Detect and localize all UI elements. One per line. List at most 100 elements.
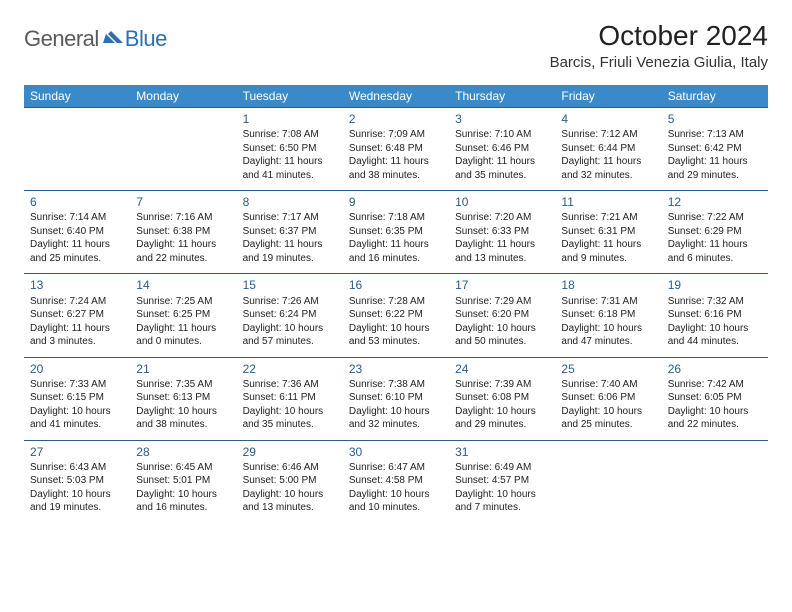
day-cell: 18Sunrise: 7:31 AMSunset: 6:18 PMDayligh… [555,274,661,357]
sunrise-line: Sunrise: 7:39 AM [455,378,549,392]
week-row: 6Sunrise: 7:14 AMSunset: 6:40 PMDaylight… [24,191,768,274]
sunrise-line: Sunrise: 7:26 AM [243,295,337,309]
location: Barcis, Friuli Venezia Giulia, Italy [550,54,768,71]
dow-wed: Wednesday [343,85,449,108]
sunset-line: Sunset: 4:57 PM [455,474,549,488]
day-number: 6 [30,194,124,210]
daylight-line: Daylight: 11 hours and 3 minutes. [30,322,124,349]
day-number: 31 [455,444,549,460]
sunrise-line: Sunrise: 7:12 AM [561,128,655,142]
day-number: 15 [243,277,337,293]
day-cell: 25Sunrise: 7:40 AMSunset: 6:06 PMDayligh… [555,357,661,440]
day-cell: 17Sunrise: 7:29 AMSunset: 6:20 PMDayligh… [449,274,555,357]
day-cell: 2Sunrise: 7:09 AMSunset: 6:48 PMDaylight… [343,108,449,191]
day-cell: 6Sunrise: 7:14 AMSunset: 6:40 PMDaylight… [24,191,130,274]
month-title: October 2024 [550,20,768,52]
day-number: 26 [668,361,762,377]
day-number: 16 [349,277,443,293]
day-cell: 1Sunrise: 7:08 AMSunset: 6:50 PMDaylight… [237,108,343,191]
day-cell: 14Sunrise: 7:25 AMSunset: 6:25 PMDayligh… [130,274,236,357]
sunrise-line: Sunrise: 7:29 AM [455,295,549,309]
day-number: 11 [561,194,655,210]
day-number: 1 [243,111,337,127]
sunset-line: Sunset: 5:03 PM [30,474,124,488]
daylight-line: Daylight: 11 hours and 32 minutes. [561,155,655,182]
day-cell: 9Sunrise: 7:18 AMSunset: 6:35 PMDaylight… [343,191,449,274]
sunrise-line: Sunrise: 7:21 AM [561,211,655,225]
sunrise-line: Sunrise: 7:33 AM [30,378,124,392]
sunset-line: Sunset: 6:18 PM [561,308,655,322]
day-cell: 19Sunrise: 7:32 AMSunset: 6:16 PMDayligh… [662,274,768,357]
logo-flag-icon [103,28,123,51]
sunrise-line: Sunrise: 7:20 AM [455,211,549,225]
daylight-line: Daylight: 11 hours and 38 minutes. [349,155,443,182]
sunrise-line: Sunrise: 7:16 AM [136,211,230,225]
day-cell [130,108,236,191]
calendar-table: Sunday Monday Tuesday Wednesday Thursday… [24,85,768,523]
sunrise-line: Sunrise: 6:46 AM [243,461,337,475]
daylight-line: Daylight: 11 hours and 0 minutes. [136,322,230,349]
sunrise-line: Sunrise: 6:47 AM [349,461,443,475]
daylight-line: Daylight: 10 hours and 13 minutes. [243,488,337,515]
week-row: 20Sunrise: 7:33 AMSunset: 6:15 PMDayligh… [24,357,768,440]
sunrise-line: Sunrise: 7:17 AM [243,211,337,225]
logo: General Blue [24,20,167,52]
week-row: 13Sunrise: 7:24 AMSunset: 6:27 PMDayligh… [24,274,768,357]
day-cell: 31Sunrise: 6:49 AMSunset: 4:57 PMDayligh… [449,440,555,523]
day-number: 30 [349,444,443,460]
day-cell: 24Sunrise: 7:39 AMSunset: 6:08 PMDayligh… [449,357,555,440]
day-number: 5 [668,111,762,127]
sunset-line: Sunset: 6:16 PM [668,308,762,322]
sunset-line: Sunset: 6:35 PM [349,225,443,239]
day-cell: 10Sunrise: 7:20 AMSunset: 6:33 PMDayligh… [449,191,555,274]
dow-mon: Monday [130,85,236,108]
day-cell: 27Sunrise: 6:43 AMSunset: 5:03 PMDayligh… [24,440,130,523]
day-number: 22 [243,361,337,377]
title-block: October 2024 Barcis, Friuli Venezia Giul… [550,20,768,71]
sunrise-line: Sunrise: 7:28 AM [349,295,443,309]
day-number: 29 [243,444,337,460]
daylight-line: Daylight: 11 hours and 6 minutes. [668,238,762,265]
day-cell: 30Sunrise: 6:47 AMSunset: 4:58 PMDayligh… [343,440,449,523]
logo-text-general: General [24,26,99,52]
day-cell: 26Sunrise: 7:42 AMSunset: 6:05 PMDayligh… [662,357,768,440]
daylight-line: Daylight: 10 hours and 44 minutes. [668,322,762,349]
header: General Blue October 2024 Barcis, Friuli… [24,20,768,71]
day-cell: 29Sunrise: 6:46 AMSunset: 5:00 PMDayligh… [237,440,343,523]
sunset-line: Sunset: 6:05 PM [668,391,762,405]
day-cell: 11Sunrise: 7:21 AMSunset: 6:31 PMDayligh… [555,191,661,274]
day-cell [555,440,661,523]
sunset-line: Sunset: 6:27 PM [30,308,124,322]
sunrise-line: Sunrise: 7:13 AM [668,128,762,142]
day-cell: 28Sunrise: 6:45 AMSunset: 5:01 PMDayligh… [130,440,236,523]
day-number: 4 [561,111,655,127]
sunrise-line: Sunrise: 7:08 AM [243,128,337,142]
daylight-line: Daylight: 10 hours and 53 minutes. [349,322,443,349]
day-number: 2 [349,111,443,127]
daylight-line: Daylight: 10 hours and 57 minutes. [243,322,337,349]
day-cell [24,108,130,191]
day-cell: 5Sunrise: 7:13 AMSunset: 6:42 PMDaylight… [662,108,768,191]
day-number: 20 [30,361,124,377]
sunrise-line: Sunrise: 7:31 AM [561,295,655,309]
sunrise-line: Sunrise: 7:25 AM [136,295,230,309]
sunset-line: Sunset: 6:33 PM [455,225,549,239]
day-cell: 13Sunrise: 7:24 AMSunset: 6:27 PMDayligh… [24,274,130,357]
sunset-line: Sunset: 6:10 PM [349,391,443,405]
sunset-line: Sunset: 6:22 PM [349,308,443,322]
sunset-line: Sunset: 6:50 PM [243,142,337,156]
day-cell: 23Sunrise: 7:38 AMSunset: 6:10 PMDayligh… [343,357,449,440]
day-cell: 21Sunrise: 7:35 AMSunset: 6:13 PMDayligh… [130,357,236,440]
sunset-line: Sunset: 6:37 PM [243,225,337,239]
dow-fri: Friday [555,85,661,108]
daylight-line: Daylight: 10 hours and 50 minutes. [455,322,549,349]
day-number: 23 [349,361,443,377]
sunset-line: Sunset: 5:01 PM [136,474,230,488]
day-number: 12 [668,194,762,210]
daylight-line: Daylight: 11 hours and 41 minutes. [243,155,337,182]
daylight-line: Daylight: 10 hours and 7 minutes. [455,488,549,515]
sunrise-line: Sunrise: 7:35 AM [136,378,230,392]
week-row: 1Sunrise: 7:08 AMSunset: 6:50 PMDaylight… [24,108,768,191]
sunrise-line: Sunrise: 7:22 AM [668,211,762,225]
sunset-line: Sunset: 6:29 PM [668,225,762,239]
